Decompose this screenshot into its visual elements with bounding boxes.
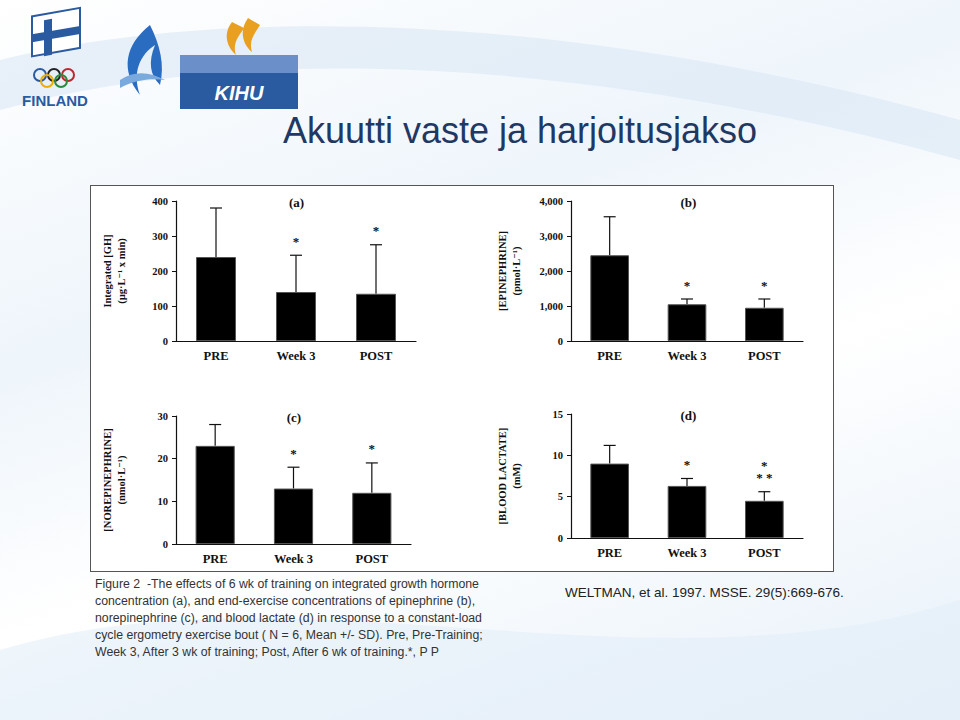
svg-text:3,000: 3,000 [539, 231, 563, 242]
svg-text:Week 3: Week 3 [667, 546, 706, 560]
svg-text:Week 3: Week 3 [274, 552, 313, 566]
svg-text:[BLOOD LACTATE]: [BLOOD LACTATE] [497, 428, 508, 525]
svg-text:5: 5 [558, 491, 563, 502]
svg-text:4,000: 4,000 [539, 196, 563, 207]
html-text:cycle ergometry exercise bout: cycle ergometry exercise bout ( N = 6, M… [95, 628, 483, 642]
svg-text:200: 200 [152, 266, 168, 277]
svg-text:POST: POST [356, 552, 389, 566]
svg-text:POST: POST [748, 546, 781, 560]
svg-text:*: * [761, 278, 768, 293]
html-text:WELTMAN, et al. 1997. MSSE. 29: WELTMAN, et al. 1997. MSSE. 29(5):669-67… [565, 585, 844, 600]
svg-text:10: 10 [553, 450, 564, 461]
svg-text:KIHU: KIHU [215, 82, 264, 104]
svg-text:(nmol·L⁻¹): (nmol·L⁻¹) [116, 455, 128, 504]
svg-text:*: * [684, 457, 691, 472]
svg-text:0: 0 [558, 533, 563, 544]
svg-text:30: 30 [158, 411, 169, 422]
svg-text:Integrated [GH]: Integrated [GH] [102, 234, 113, 307]
svg-text:(c): (c) [287, 410, 301, 425]
svg-text:Week 3: Week 3 [667, 349, 706, 363]
svg-text:15: 15 [553, 409, 564, 420]
html-text:Figure 2 -The effects of 6 wk: Figure 2 -The effects of 6 wk of trainin… [95, 577, 479, 591]
svg-text:1,000: 1,000 [539, 301, 563, 312]
svg-text:POST: POST [360, 349, 393, 363]
html-text:Week 3, After 3 wk of training: Week 3, After 3 wk of training; Post, Af… [95, 645, 439, 659]
svg-text:[EPINEPHRINE]: [EPINEPHRINE] [497, 231, 508, 311]
svg-text:(b): (b) [680, 195, 696, 210]
svg-text:*: * [369, 441, 376, 456]
html-text:Akuutti vaste ja harjoitusjaks: Akuutti vaste ja harjoitusjakso [282, 110, 758, 151]
svg-text:(a): (a) [289, 195, 304, 210]
svg-text:0: 0 [558, 336, 563, 347]
html-text:concentration (a), and end-exe: concentration (a), and end-exercise conc… [95, 594, 476, 608]
svg-text:POST: POST [748, 349, 781, 363]
svg-text:2,000: 2,000 [539, 266, 563, 277]
svg-text:400: 400 [152, 196, 168, 207]
svg-text:*: * [373, 223, 380, 238]
svg-text:(mM): (mM) [511, 463, 523, 489]
svg-text:FINLAND: FINLAND [22, 92, 88, 109]
svg-text:PRE: PRE [203, 552, 228, 566]
svg-text:* *: * * [756, 470, 772, 485]
svg-text:(pmol·L⁻¹): (pmol·L⁻¹) [511, 246, 523, 295]
svg-text:20: 20 [158, 453, 169, 464]
svg-text:10: 10 [158, 496, 169, 507]
svg-text:0: 0 [163, 539, 168, 550]
svg-text:300: 300 [152, 231, 168, 242]
svg-text:PRE: PRE [597, 349, 622, 363]
svg-text:*: * [293, 234, 300, 249]
svg-text:(d): (d) [680, 408, 696, 423]
html-text:norepinephrine (c), and blood: norepinephrine (c), and blood lactate (d… [95, 611, 482, 625]
svg-text:PRE: PRE [597, 546, 622, 560]
svg-text:*: * [290, 446, 297, 461]
svg-text:(µg·L⁻¹ x min): (µg·L⁻¹ x min) [116, 238, 128, 304]
svg-text:[NOREPINEPHRINE]: [NOREPINEPHRINE] [102, 428, 113, 531]
svg-text:Week 3: Week 3 [276, 349, 315, 363]
svg-text:PRE: PRE [204, 349, 229, 363]
svg-text:0: 0 [163, 336, 168, 347]
svg-text:100: 100 [152, 301, 168, 312]
svg-text:*: * [684, 278, 691, 293]
